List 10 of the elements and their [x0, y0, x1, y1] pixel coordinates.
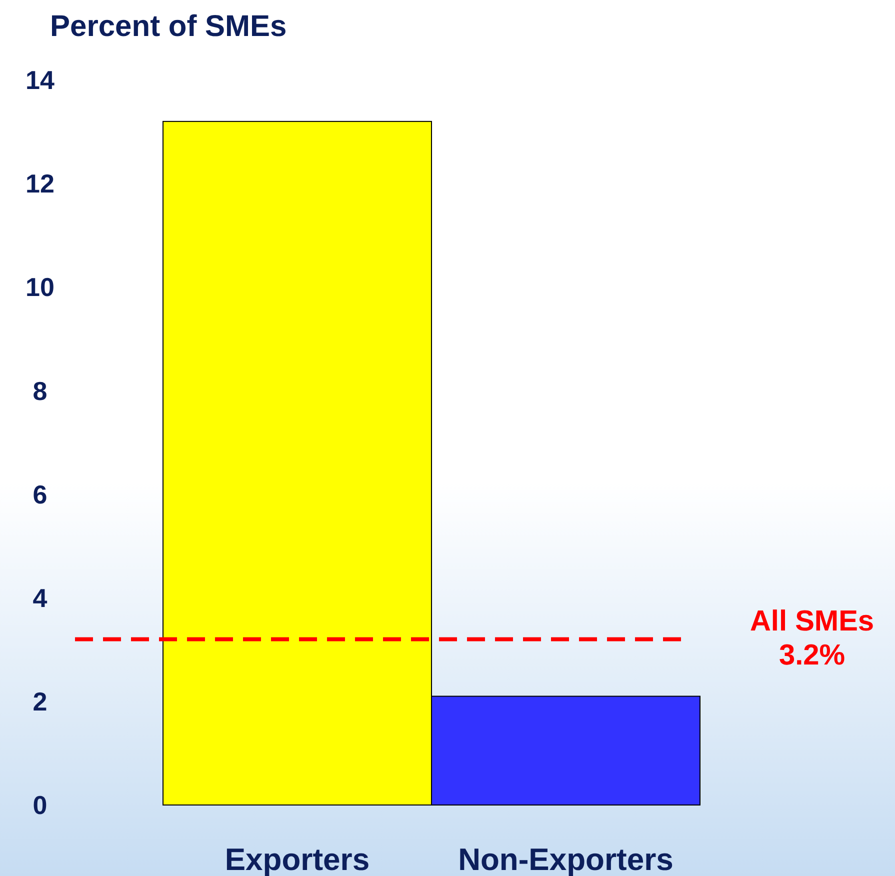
y-tick-label: 6: [32, 479, 48, 510]
y-tick-label: 10: [26, 272, 54, 302]
y-tick-label: 12: [26, 168, 54, 199]
y-tick-label: 0: [32, 790, 48, 820]
y-tick-label: 4: [32, 582, 48, 613]
y-tick-label: 2: [32, 686, 48, 717]
ref-line-label: All SMEs 3.2%: [750, 605, 874, 672]
y-tick-label: 14: [26, 65, 55, 96]
y-tick-label: 8: [32, 376, 48, 406]
chart-title: Percent of SMEs: [50, 10, 287, 43]
